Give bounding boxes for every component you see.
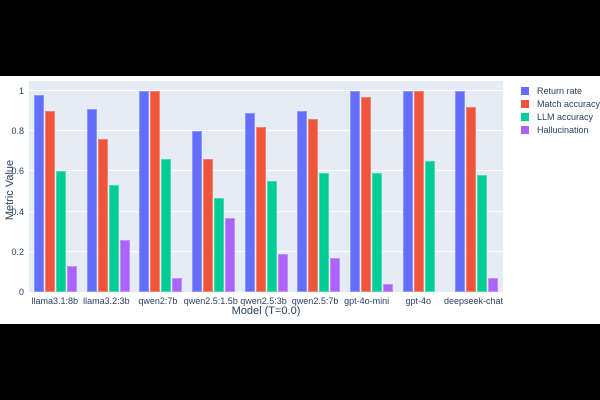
chart-figure: Metric Value llama3.1:8b llama3.2:3b qwen2…: [0, 76, 600, 324]
y-tick-label: 1: [18, 86, 24, 96]
bar-llm-accuracy[interactable]: [319, 173, 330, 292]
bar-hallucination[interactable]: [488, 278, 499, 292]
bar-group: [187, 81, 240, 292]
legend-item-match-accuracy[interactable]: Match accuracy: [521, 97, 600, 110]
bar-llm-accuracy[interactable]: [55, 171, 66, 292]
bar-return-rate[interactable]: [86, 109, 97, 292]
bar-return-rate[interactable]: [244, 113, 255, 292]
gridline: [29, 250, 503, 252]
y-tick-label: 0: [18, 287, 24, 297]
x-tick-label: qwen2.5:1.5b: [183, 296, 238, 306]
y-tick-label: 0.4: [11, 206, 24, 217]
bar-group: [398, 81, 451, 292]
bar-match-accuracy[interactable]: [202, 159, 213, 292]
bar-match-accuracy[interactable]: [150, 91, 161, 292]
x-tick-label: llama3.2:3b: [83, 296, 130, 306]
gridline: [29, 130, 503, 132]
y-tick-label: 0.2: [11, 246, 24, 257]
bar-llm-accuracy[interactable]: [371, 173, 382, 292]
bar-llm-accuracy[interactable]: [266, 181, 277, 292]
x-tick-label: gpt-4o: [405, 296, 431, 306]
legend-swatch: [521, 125, 529, 134]
y-tick-label: 0.8: [11, 126, 24, 137]
x-axis-tick-labels: llama3.1:8b llama3.2:3b qwen2:7b qwen2.5:1.…: [29, 296, 504, 306]
legend-item-return-rate[interactable]: Return rate: [521, 84, 600, 97]
bar-match-accuracy[interactable]: [413, 91, 424, 292]
bar-hallucination[interactable]: [224, 218, 235, 292]
gridline: [29, 170, 503, 172]
bar-match-accuracy[interactable]: [97, 139, 108, 292]
bar-match-accuracy[interactable]: [466, 107, 477, 292]
bar-group: [29, 81, 82, 292]
x-axis-title: Model (T=0.0): [231, 305, 301, 317]
x-tick-label: deepseek-chat: [443, 296, 504, 306]
bar-match-accuracy[interactable]: [255, 127, 266, 292]
legend-label: Hallucination: [537, 124, 589, 135]
bar-llm-accuracy[interactable]: [161, 159, 172, 292]
bar-group: [345, 81, 398, 292]
gridline: [29, 90, 503, 91]
plot-area: [29, 81, 503, 292]
legend-label: LLM accuracy: [537, 111, 594, 122]
bar-llm-accuracy[interactable]: [108, 185, 119, 292]
bar-llm-accuracy[interactable]: [424, 161, 435, 292]
legend-label: Match accuracy: [537, 98, 600, 109]
x-tick-label: qwen2:7b: [138, 296, 178, 306]
bar-match-accuracy[interactable]: [44, 111, 55, 292]
bar-hallucination[interactable]: [330, 258, 341, 292]
bar-group: [134, 81, 187, 292]
bar-llm-accuracy[interactable]: [477, 175, 488, 292]
legend-item-llm-accuracy[interactable]: LLM accuracy: [521, 110, 600, 123]
bar-group: [292, 81, 345, 292]
legend-item-hallucination[interactable]: Hallucination: [521, 123, 600, 136]
x-tick-label: gpt-4o-mini: [344, 296, 390, 306]
x-tick-label: qwen2.5:7b: [291, 296, 339, 306]
legend-label: Return rate: [537, 85, 583, 96]
legend: Return rate Match accuracy LLM accuracy Hal…: [521, 84, 600, 136]
bar-llm-accuracy[interactable]: [213, 198, 224, 292]
bar-return-rate[interactable]: [349, 91, 360, 292]
gridline: [29, 210, 503, 212]
legend-swatch: [521, 86, 529, 95]
bar-groups: [29, 81, 503, 292]
bar-hallucination[interactable]: [66, 266, 77, 292]
bar-hallucination[interactable]: [277, 254, 288, 292]
legend-swatch: [521, 112, 529, 121]
bar-match-accuracy[interactable]: [360, 97, 371, 292]
bar-group: [450, 81, 503, 292]
bar-return-rate[interactable]: [139, 91, 150, 292]
x-tick-label: llama3.1:8b: [31, 296, 79, 306]
y-tick-label: 0.6: [11, 166, 24, 177]
bar-hallucination[interactable]: [119, 240, 130, 292]
bar-return-rate[interactable]: [33, 95, 44, 292]
bar-match-accuracy[interactable]: [308, 119, 319, 292]
bar-hallucination[interactable]: [172, 278, 183, 292]
bar-return-rate[interactable]: [297, 111, 308, 292]
bar-group: [240, 81, 293, 292]
bar-return-rate[interactable]: [455, 91, 466, 292]
bar-return-rate[interactable]: [191, 131, 202, 292]
bar-group: [82, 81, 135, 292]
bar-return-rate[interactable]: [402, 91, 413, 292]
legend-swatch: [521, 99, 529, 108]
bar-hallucination[interactable]: [382, 284, 393, 292]
x-tick-label: qwen2.5:3b: [240, 296, 287, 306]
